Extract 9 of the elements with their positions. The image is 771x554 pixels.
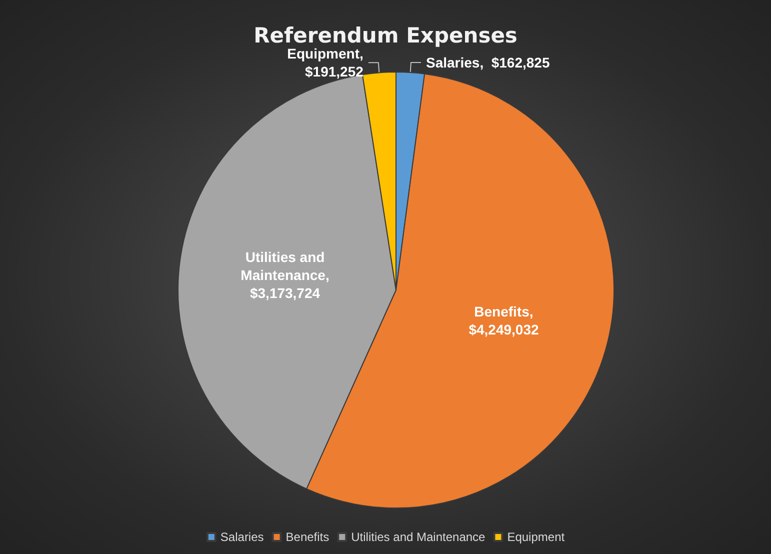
legend-label: Salaries [220,530,264,544]
legend-label: Utilities and Maintenance [351,530,486,544]
legend-label: Equipment [507,530,566,544]
legend-label: Benefits [286,530,330,544]
data-label: Salaries, $162,825 [426,54,550,70]
data-label: Benefits, $4,249,032 [468,304,539,338]
data-label: Equipment, $191,252 [287,46,364,80]
chart-title: Referendum Expenses [254,24,518,48]
data-label: Utilities and Maintenance, $3,173,724 [240,249,330,302]
